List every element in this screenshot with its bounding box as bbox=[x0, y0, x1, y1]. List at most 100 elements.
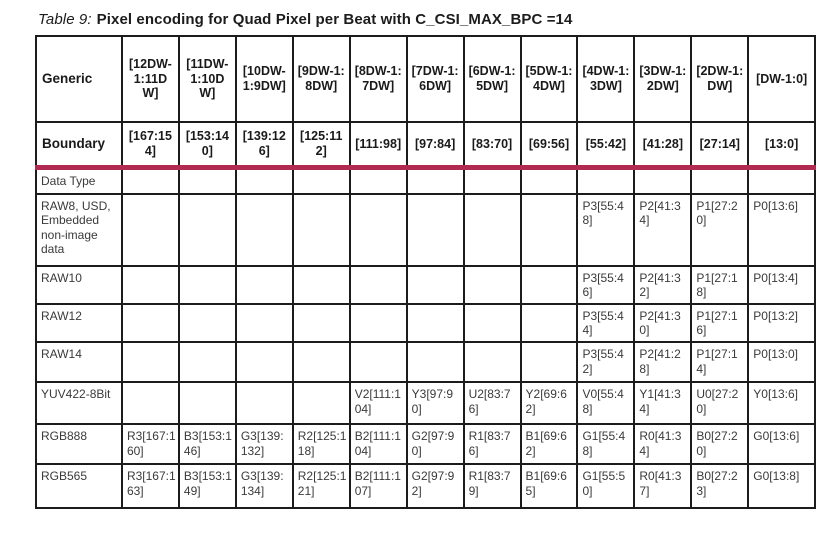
row-label: RGB565 bbox=[35, 463, 123, 509]
data-cell: Y1[41:34] bbox=[633, 381, 693, 425]
generic-header-cell-1: [11DW-1:10DW] bbox=[177, 35, 237, 123]
boundary-cell-4: [111:98] bbox=[348, 121, 408, 170]
row-label: RGB888 bbox=[35, 423, 123, 465]
data-cell: P1[27:16] bbox=[690, 302, 750, 344]
data-cell: B1[69:65] bbox=[519, 463, 579, 509]
data-cell bbox=[519, 302, 579, 344]
data-cell bbox=[120, 381, 180, 425]
data-cell: B1[69:62] bbox=[519, 423, 579, 465]
data-cell bbox=[462, 192, 522, 267]
generic-header-cell-0: [12DW-1:11DW] bbox=[120, 35, 180, 123]
data-cell: B3[153:146] bbox=[177, 423, 237, 465]
data-cell: B3[153:149] bbox=[177, 463, 237, 509]
data-cell bbox=[291, 381, 351, 425]
data-cell bbox=[177, 381, 237, 425]
data-cell: P2[41:32] bbox=[633, 264, 693, 305]
data-cell bbox=[690, 166, 750, 195]
data-cell: P0[13:2] bbox=[747, 302, 816, 344]
generic-header-cell-7: [5DW-1:4DW] bbox=[519, 35, 579, 123]
data-cell bbox=[633, 166, 693, 195]
row-label: YUV422-8Bit bbox=[35, 381, 123, 425]
row-label: Data Type bbox=[35, 166, 123, 195]
data-cell: R0[41:34] bbox=[633, 423, 693, 465]
data-cell bbox=[462, 341, 522, 383]
generic-row-label: Generic bbox=[35, 35, 123, 123]
generic-header-cell-10: [2DW-1:DW] bbox=[690, 35, 750, 123]
data-cell bbox=[120, 192, 180, 267]
boundary-cell-6: [83:70] bbox=[462, 121, 522, 170]
boundary-cell-10: [27:14] bbox=[690, 121, 750, 170]
data-cell: R3[167:160] bbox=[120, 423, 180, 465]
boundary-header-row: Boundary [167:154] [153:140] [139:126] [125… bbox=[35, 121, 816, 170]
data-cell bbox=[234, 381, 294, 425]
data-cell: P3[55:48] bbox=[576, 192, 636, 267]
data-cell bbox=[177, 192, 237, 267]
data-cell: P0[13:6] bbox=[747, 192, 816, 267]
data-cell bbox=[405, 166, 465, 195]
generic-header-cell-5: [7DW-1:6DW] bbox=[405, 35, 465, 123]
data-cell: G2[97:92] bbox=[405, 463, 465, 509]
data-cell: P3[55:44] bbox=[576, 302, 636, 344]
boundary-cell-2: [139:126] bbox=[234, 121, 294, 170]
data-cell bbox=[348, 192, 408, 267]
row-label: RAW8, USD, Embedded non-image data bbox=[35, 192, 123, 267]
data-row-1: RAW8, USD, Embedded non-image data P3[55:… bbox=[35, 192, 816, 267]
data-cell: B0[27:23] bbox=[690, 463, 750, 509]
data-cell bbox=[177, 166, 237, 195]
data-cell bbox=[291, 166, 351, 195]
data-cell bbox=[177, 341, 237, 383]
boundary-cell-0: [167:154] bbox=[120, 121, 180, 170]
boundary-cell-11: [13:0] bbox=[747, 121, 816, 170]
data-cell: Y0[13:6] bbox=[747, 381, 816, 425]
data-cell: G0[13:6] bbox=[747, 423, 816, 465]
boundary-cell-8: [55:42] bbox=[576, 121, 636, 170]
data-row-4: RAW14 P3[55:42] P2[41:28] P1[27:14] P0[13:0] bbox=[35, 341, 816, 383]
data-cell: P0[13:0] bbox=[747, 341, 816, 383]
data-cell: B0[27:20] bbox=[690, 423, 750, 465]
data-cell bbox=[519, 166, 579, 195]
data-cell: G3[139:132] bbox=[234, 423, 294, 465]
data-cell bbox=[348, 341, 408, 383]
data-cell: B2[111:107] bbox=[348, 463, 408, 509]
data-cell bbox=[576, 166, 636, 195]
row-label: RAW14 bbox=[35, 341, 123, 383]
data-cell bbox=[405, 302, 465, 344]
data-cell bbox=[462, 302, 522, 344]
data-cell: Y3[97:90] bbox=[405, 381, 465, 425]
row-label: RAW12 bbox=[35, 302, 123, 344]
boundary-cell-3: [125:112] bbox=[291, 121, 351, 170]
data-cell: R2[125:118] bbox=[291, 423, 351, 465]
data-cell bbox=[291, 192, 351, 267]
data-cell bbox=[462, 264, 522, 305]
data-cell bbox=[405, 341, 465, 383]
data-cell bbox=[120, 302, 180, 344]
data-cell bbox=[120, 166, 180, 195]
data-cell bbox=[348, 166, 408, 195]
table-number: Table 9: bbox=[38, 11, 92, 28]
data-cell: B2[111:104] bbox=[348, 423, 408, 465]
table-caption: Table 9: Pixel encoding for Quad Pixel pe… bbox=[38, 11, 821, 28]
table-body: Data Type RAW8, USD, Embedded non-image d… bbox=[35, 166, 816, 509]
table-title: Pixel encoding for Quad Pixel per Beat w… bbox=[96, 11, 573, 28]
data-cell bbox=[234, 341, 294, 383]
data-cell: P1[27:18] bbox=[690, 264, 750, 305]
generic-header-cell-11: [DW-1:0] bbox=[747, 35, 816, 123]
data-cell bbox=[405, 264, 465, 305]
data-cell bbox=[120, 264, 180, 305]
generic-header-row: Generic [12DW-1:11DW] [11DW-1:10DW] [10DW-… bbox=[35, 35, 816, 123]
data-cell: U0[27:20] bbox=[690, 381, 750, 425]
data-cell: P3[55:46] bbox=[576, 264, 636, 305]
data-cell: R1[83:79] bbox=[462, 463, 522, 509]
data-cell: P1[27:20] bbox=[690, 192, 750, 267]
data-cell bbox=[405, 192, 465, 267]
data-cell: P1[27:14] bbox=[690, 341, 750, 383]
data-cell bbox=[747, 166, 816, 195]
data-cell: V0[55:48] bbox=[576, 381, 636, 425]
boundary-cell-9: [41:28] bbox=[633, 121, 693, 170]
data-cell bbox=[291, 302, 351, 344]
generic-header-cell-6: [6DW-1:5DW] bbox=[462, 35, 522, 123]
data-cell bbox=[519, 264, 579, 305]
data-row-6: RGB888 R3[167:160] B3[153:146] G3[139:132] R… bbox=[35, 423, 816, 465]
data-cell: P3[55:42] bbox=[576, 341, 636, 383]
data-row-5: YUV422-8Bit V2[111:104] Y3[97:90] U2[83:76]… bbox=[35, 381, 816, 425]
